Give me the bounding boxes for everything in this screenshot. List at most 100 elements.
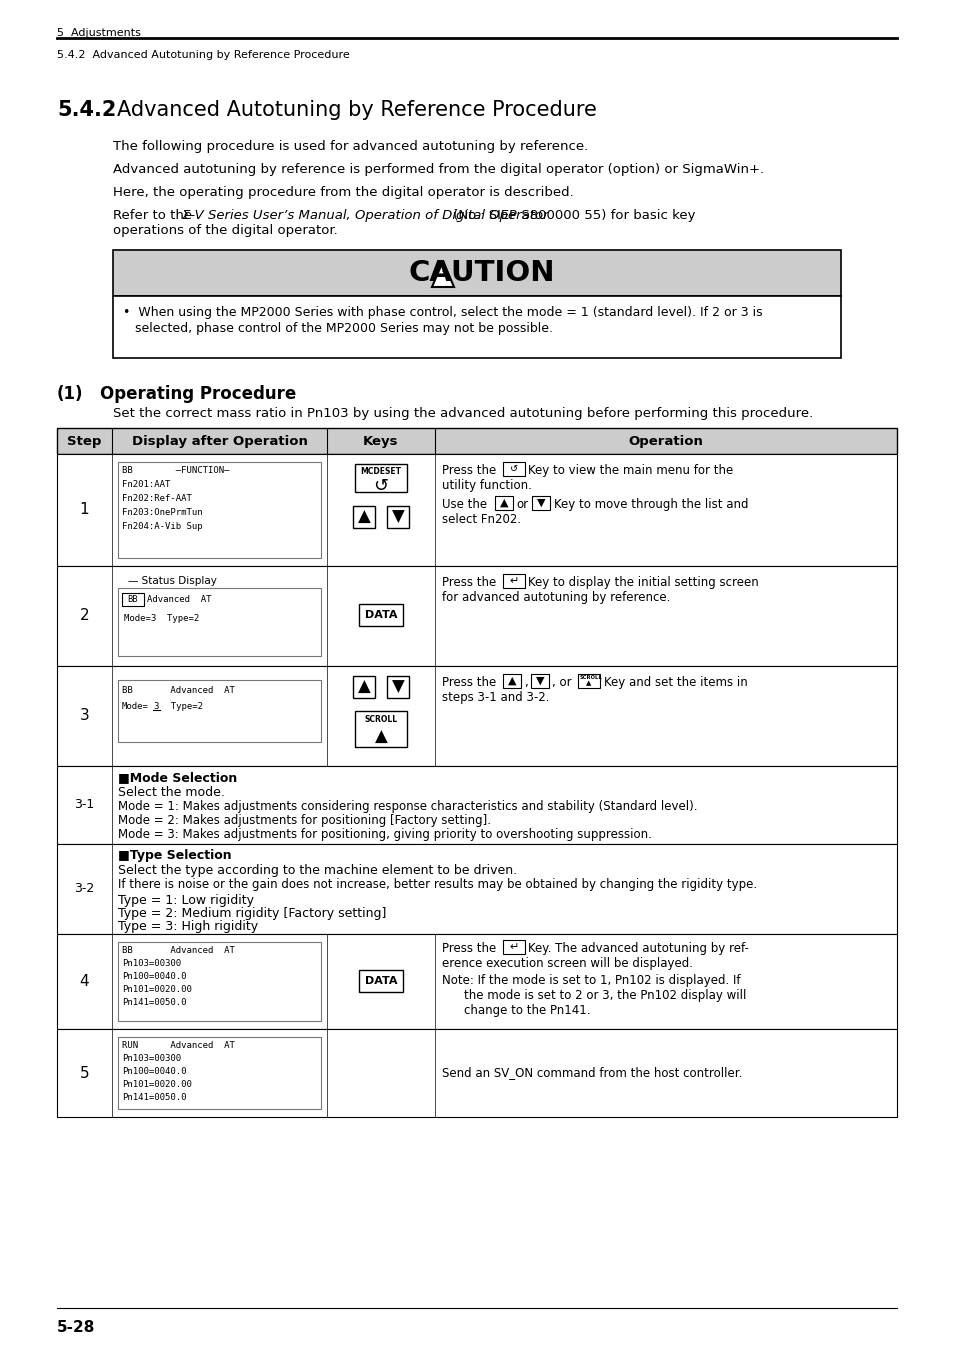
Bar — [358, 603, 402, 626]
Text: Pn101=0020.00: Pn101=0020.00 — [122, 1080, 192, 1089]
Text: erence execution screen will be displayed.: erence execution screen will be displaye… — [441, 957, 692, 971]
Text: utility function.: utility function. — [441, 479, 532, 491]
Bar — [353, 506, 375, 528]
Text: !: ! — [440, 265, 445, 274]
Text: selected, phase control of the MP2000 Series may not be possible.: selected, phase control of the MP2000 Se… — [123, 323, 553, 335]
Text: Operating Procedure: Operating Procedure — [100, 385, 296, 404]
Bar — [387, 506, 409, 528]
Text: ■Mode Selection: ■Mode Selection — [118, 771, 237, 784]
Bar — [57, 428, 896, 454]
Bar — [118, 1037, 320, 1108]
Text: DATA: DATA — [364, 610, 396, 620]
Text: ▼: ▼ — [537, 498, 545, 508]
Text: Press the: Press the — [441, 676, 496, 688]
Text: Type = 2: Medium rigidity [Factory setting]: Type = 2: Medium rigidity [Factory setti… — [118, 907, 386, 919]
Bar — [57, 1029, 896, 1116]
Text: ▲: ▲ — [507, 676, 516, 686]
Text: Here, the operating procedure from the digital operator is described.: Here, the operating procedure from the d… — [112, 186, 573, 198]
Text: Advanced autotuning by reference is performed from the digital operator (option): Advanced autotuning by reference is perf… — [112, 163, 763, 176]
Text: Fn204:A-Vib Sup: Fn204:A-Vib Sup — [122, 522, 202, 531]
Text: Pn100=0040.0: Pn100=0040.0 — [122, 972, 186, 981]
Text: Pn103=00300: Pn103=00300 — [122, 958, 181, 968]
Text: Type = 1: Low rigidity: Type = 1: Low rigidity — [118, 894, 253, 907]
Bar — [118, 942, 320, 1021]
Text: Key and set the items in: Key and set the items in — [603, 676, 747, 688]
Bar — [531, 674, 548, 688]
Text: Pn141=0050.0: Pn141=0050.0 — [122, 1094, 186, 1102]
Text: Fn201:AAT: Fn201:AAT — [122, 481, 171, 489]
Bar — [502, 574, 524, 589]
Text: ▼: ▼ — [536, 676, 543, 686]
Text: Σ-V Series User’s Manual, Operation of Digital Operator: Σ-V Series User’s Manual, Operation of D… — [182, 209, 548, 221]
Text: MCDESET: MCDESET — [360, 467, 401, 475]
Text: •  When using the MP2000 Series with phase control, select the mode = 1 (standar: • When using the MP2000 Series with phas… — [123, 306, 761, 319]
Text: the mode is set to 2 or 3, the Pn102 display will: the mode is set to 2 or 3, the Pn102 dis… — [463, 990, 745, 1002]
Text: Advanced  AT: Advanced AT — [147, 594, 212, 603]
Text: Select the mode.: Select the mode. — [118, 786, 225, 799]
Text: (1): (1) — [57, 385, 84, 404]
Text: BB       Advanced  AT: BB Advanced AT — [122, 946, 234, 954]
Text: Type = 3: High rigidity: Type = 3: High rigidity — [118, 919, 258, 933]
Text: 5.4.2  Advanced Autotuning by Reference Procedure: 5.4.2 Advanced Autotuning by Reference P… — [57, 50, 350, 59]
Text: BB       Advanced  AT: BB Advanced AT — [122, 686, 234, 695]
Bar — [118, 462, 320, 558]
Text: ■Type Selection: ■Type Selection — [118, 849, 232, 863]
Text: Key. The advanced autotuning by ref-: Key. The advanced autotuning by ref- — [527, 942, 748, 954]
Text: , or: , or — [552, 676, 571, 688]
Text: 5.4.2: 5.4.2 — [57, 100, 116, 120]
Text: BB: BB — [128, 594, 138, 603]
Text: 1: 1 — [80, 502, 90, 517]
Text: 3: 3 — [79, 709, 90, 724]
Text: Pn141=0050.0: Pn141=0050.0 — [122, 998, 186, 1007]
Text: ↺: ↺ — [373, 477, 388, 495]
Text: 3-2: 3-2 — [74, 883, 94, 895]
Text: Mode=3  Type=2: Mode=3 Type=2 — [124, 614, 199, 622]
Text: (No.: SIEP S800000 55) for basic key: (No.: SIEP S800000 55) for basic key — [449, 209, 695, 221]
Text: Mode = 1: Makes adjustments considering response characteristics and stability (: Mode = 1: Makes adjustments considering … — [118, 801, 697, 813]
Text: ▲: ▲ — [586, 680, 591, 686]
Polygon shape — [432, 261, 454, 288]
Text: Fn202:Ref-AAT: Fn202:Ref-AAT — [122, 494, 192, 504]
Text: CAUTION: CAUTION — [408, 259, 555, 288]
Text: Step: Step — [68, 435, 102, 447]
Text: ▲: ▲ — [357, 678, 370, 697]
Text: for advanced autotuning by reference.: for advanced autotuning by reference. — [441, 591, 670, 603]
Text: Select the type according to the machine element to be driven.: Select the type according to the machine… — [118, 864, 517, 878]
Text: ▲: ▲ — [499, 498, 508, 508]
Text: Mode = 3: Makes adjustments for positioning, giving priority to overshooting sup: Mode = 3: Makes adjustments for position… — [118, 828, 651, 841]
Bar — [502, 462, 524, 477]
Text: operations of the digital operator.: operations of the digital operator. — [112, 224, 337, 238]
Bar — [502, 674, 520, 688]
Text: select Fn202.: select Fn202. — [441, 513, 520, 526]
Text: Refer to the: Refer to the — [112, 209, 196, 221]
Text: ↵: ↵ — [509, 942, 518, 952]
Bar — [118, 680, 320, 742]
Bar — [358, 971, 402, 992]
Text: Operation: Operation — [628, 435, 702, 447]
Text: Type=2: Type=2 — [160, 702, 203, 711]
Text: Pn101=0020.00: Pn101=0020.00 — [122, 986, 192, 994]
Text: Key to display the initial setting screen: Key to display the initial setting scree… — [527, 576, 758, 589]
Text: Press the: Press the — [441, 576, 496, 589]
Text: Display after Operation: Display after Operation — [132, 435, 307, 447]
Bar — [495, 495, 513, 510]
Text: Set the correct mass ratio in Pn103 by using the advanced autotuning before perf: Set the correct mass ratio in Pn103 by u… — [112, 406, 812, 420]
Text: BB        —FUNCTION—: BB —FUNCTION— — [122, 466, 230, 475]
Text: Keys: Keys — [363, 435, 398, 447]
Text: Key to move through the list and: Key to move through the list and — [554, 498, 748, 512]
Bar — [532, 495, 550, 510]
Text: 5-28: 5-28 — [57, 1320, 95, 1335]
Text: Send an SV_ON command from the host controller.: Send an SV_ON command from the host cont… — [441, 1066, 741, 1080]
Text: 3-1: 3-1 — [74, 798, 94, 811]
Bar — [57, 765, 896, 844]
Text: Note: If the mode is set to 1, Pn102 is displayed. If: Note: If the mode is set to 1, Pn102 is … — [441, 973, 740, 987]
Text: ▲: ▲ — [357, 508, 370, 526]
Text: The following procedure is used for advanced autotuning by reference.: The following procedure is used for adva… — [112, 140, 588, 153]
Bar — [57, 566, 896, 666]
Text: steps 3-1 and 3-2.: steps 3-1 and 3-2. — [441, 691, 549, 703]
Text: 4: 4 — [80, 973, 90, 990]
Text: Press the: Press the — [441, 464, 496, 477]
Text: ↺: ↺ — [510, 464, 517, 474]
Bar — [122, 593, 144, 606]
Text: SCROLL: SCROLL — [579, 675, 602, 680]
